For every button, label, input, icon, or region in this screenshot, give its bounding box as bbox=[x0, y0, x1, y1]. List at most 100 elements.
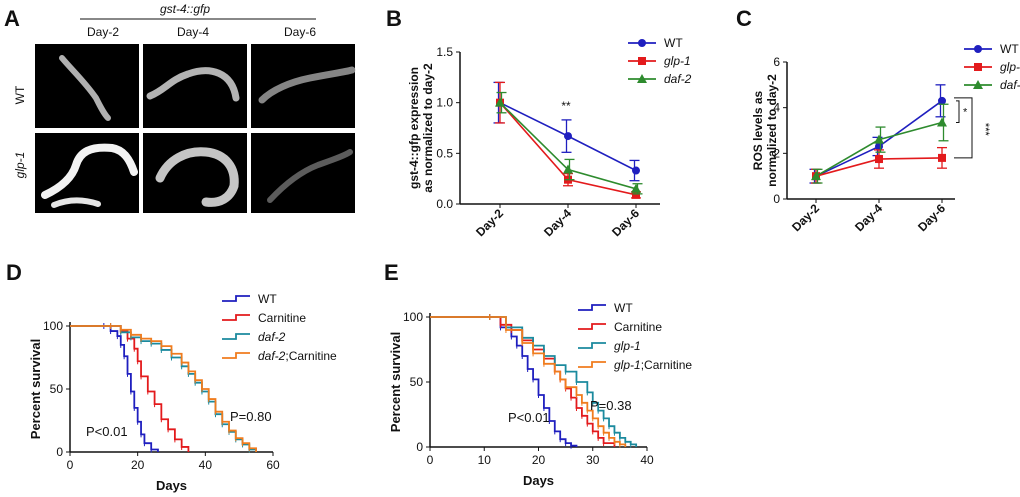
legend-line bbox=[222, 333, 250, 340]
x-tick-label: 20 bbox=[532, 453, 546, 467]
y-tick-label: 50 bbox=[50, 382, 64, 396]
x-tick-label: 40 bbox=[640, 453, 654, 467]
y-tick-label: 2 bbox=[773, 146, 780, 160]
y-axis-label: normalized to day-2 bbox=[765, 74, 779, 187]
x-tick-label: 30 bbox=[586, 453, 600, 467]
panel-label-b: B bbox=[386, 6, 402, 31]
p-value-label: P=0.38 bbox=[590, 398, 632, 413]
legend-label: glp-1 bbox=[664, 54, 691, 68]
p-value-label: P=0.80 bbox=[230, 409, 272, 424]
panel-label-d: D bbox=[6, 260, 22, 285]
data-point-daf-2 bbox=[937, 117, 947, 127]
panel-a-col-day6: Day-6 bbox=[284, 25, 316, 39]
legend-label: WT bbox=[258, 292, 277, 306]
legend-label: WT bbox=[664, 36, 683, 50]
panel-e-chart: 0 10 20 30 40 0 50 100 Days Percent survival WT Car… bbox=[388, 301, 692, 488]
panel-a-col-day2: Day-2 bbox=[87, 25, 119, 39]
legend-label: glp-1 bbox=[1000, 60, 1020, 74]
data-point-daf-2 bbox=[811, 171, 821, 181]
legend-marker bbox=[974, 63, 982, 71]
legend-line bbox=[222, 314, 250, 321]
x-tick-label: Day-6 bbox=[609, 206, 642, 239]
panel-d-chart: 0 20 40 60 0 50 100 Days Percent survival WT Carni… bbox=[28, 292, 337, 493]
y-tick-label: 0 bbox=[773, 192, 780, 206]
legend-line bbox=[578, 361, 606, 368]
legend-line bbox=[222, 352, 250, 359]
data-point-glp-1 bbox=[875, 155, 883, 164]
y-tick-label: 1.5 bbox=[436, 45, 453, 59]
y-tick-label: 0 bbox=[416, 440, 423, 454]
x-tick-label: 0 bbox=[67, 458, 74, 472]
x-tick-label: 60 bbox=[266, 458, 280, 472]
y-tick-label: 1.0 bbox=[436, 96, 453, 110]
x-axis-label: Days bbox=[523, 473, 554, 488]
y-tick-label: 0 bbox=[56, 445, 63, 459]
y-tick-label: 0.5 bbox=[436, 146, 453, 160]
legend-marker bbox=[638, 39, 646, 47]
p-value-label: P<0.01 bbox=[86, 424, 128, 439]
legend-line bbox=[578, 323, 606, 330]
data-point-daf-2 bbox=[631, 183, 641, 193]
y-tick-label: 6 bbox=[773, 55, 780, 69]
legend-line bbox=[578, 342, 606, 349]
survival-curve-glp-1;Carnitine bbox=[430, 316, 627, 447]
x-tick-label: Day-6 bbox=[915, 201, 948, 234]
legend-marker bbox=[974, 45, 982, 53]
legend-label: WT bbox=[1000, 42, 1019, 56]
x-tick-label: Day-4 bbox=[852, 201, 885, 234]
data-point-WT bbox=[632, 166, 640, 175]
data-point-daf-2 bbox=[495, 97, 505, 107]
legend-label: daf-2;Carnitine bbox=[258, 349, 337, 363]
x-tick-label: 20 bbox=[131, 458, 145, 472]
legend-marker bbox=[637, 74, 647, 83]
x-tick-label: 0 bbox=[427, 453, 434, 467]
panel-a-col-day4: Day-4 bbox=[177, 25, 209, 39]
micrograph-wt-day6 bbox=[251, 44, 355, 128]
data-point-daf-2 bbox=[563, 164, 573, 174]
legend-marker bbox=[638, 57, 646, 65]
legend-label: Carnitine bbox=[258, 311, 306, 325]
panel-a-row-wt: WT bbox=[13, 85, 27, 104]
panel-label-e: E bbox=[384, 260, 399, 285]
sig-label: * bbox=[963, 107, 968, 119]
legend-label: glp-1 bbox=[614, 339, 641, 353]
data-point-WT bbox=[938, 96, 946, 105]
data-point-glp-1 bbox=[632, 190, 640, 199]
y-axis-label: Percent survival bbox=[388, 332, 403, 432]
panel-a-row-glp1: glp-1 bbox=[13, 152, 27, 179]
legend-label: daf-2 bbox=[1000, 78, 1020, 92]
y-tick-label: 100 bbox=[403, 310, 423, 324]
sig-bracket bbox=[956, 100, 960, 124]
y-axis-label: gst-4::gfp expression bbox=[407, 67, 421, 189]
legend-label: Carnitine bbox=[614, 320, 662, 334]
legend-label: daf-2 bbox=[258, 330, 286, 344]
x-axis-label: Days bbox=[156, 478, 187, 493]
y-tick-label: 50 bbox=[410, 375, 424, 389]
significance-annotation: ** bbox=[561, 99, 571, 113]
panel-a: gst-4::gfp Day-2 Day-4 Day-6 WT glp-1 bbox=[13, 2, 356, 213]
legend-line bbox=[578, 304, 606, 311]
x-tick-label: 10 bbox=[478, 453, 492, 467]
sig-label: *** bbox=[979, 123, 991, 137]
x-tick-label: Day-4 bbox=[541, 206, 574, 239]
x-tick-label: Day-2 bbox=[473, 206, 506, 239]
survival-curve-glp-1 bbox=[430, 316, 638, 447]
y-tick-label: 4 bbox=[773, 101, 780, 115]
panel-label-a: A bbox=[4, 6, 20, 31]
data-point-WT bbox=[564, 132, 572, 141]
x-tick-label: 40 bbox=[199, 458, 213, 472]
panel-c-chart: 0 2 4 6 Day-2 Day-4 Day-6 ROS levels as normaliz… bbox=[751, 42, 1020, 234]
y-axis-label: as normalized to day-2 bbox=[421, 63, 435, 193]
survival-curve-WT bbox=[430, 316, 578, 447]
panel-label-c: C bbox=[736, 6, 752, 31]
data-point-glp-1 bbox=[938, 153, 946, 162]
legend-line bbox=[222, 295, 250, 302]
legend-marker bbox=[973, 80, 983, 89]
legend-label: glp-1;Carnitine bbox=[614, 358, 692, 372]
y-axis-label: Percent survival bbox=[28, 339, 43, 439]
x-tick-label: Day-2 bbox=[789, 201, 822, 234]
panel-a-header: gst-4::gfp bbox=[160, 2, 210, 16]
legend-label: daf-2 bbox=[664, 72, 692, 86]
